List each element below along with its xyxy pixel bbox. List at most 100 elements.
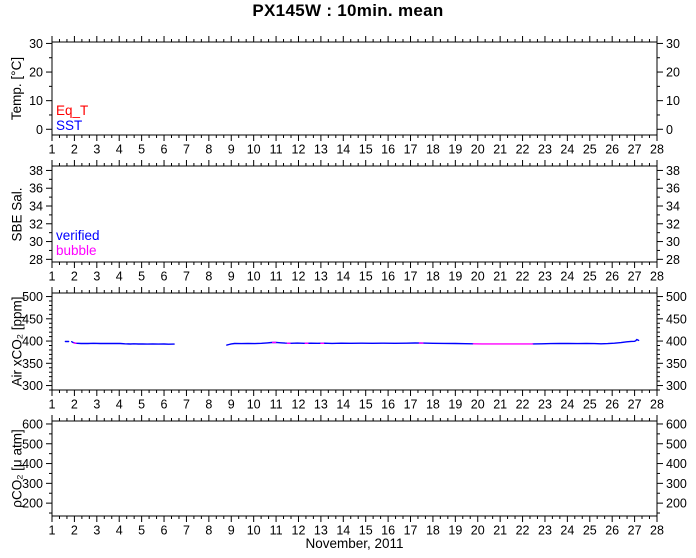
y-tick-label-right: 450 xyxy=(666,312,687,326)
x-tick-label: 9 xyxy=(228,524,235,538)
x-tick-label: 19 xyxy=(448,524,462,538)
legend-entry-eq-t: Eq_T xyxy=(56,103,89,118)
x-tick-label: 4 xyxy=(116,270,123,284)
y-tick-label-left: 350 xyxy=(22,357,43,371)
y-axis-label-air-xco2-text: Air xCO₂ [ppm] xyxy=(9,296,25,387)
x-tick-label: 23 xyxy=(538,270,552,284)
x-tick-label: 21 xyxy=(493,524,507,538)
x-tick-label: 12 xyxy=(292,270,306,284)
x-tick-label: 7 xyxy=(183,270,190,284)
x-tick-label: 9 xyxy=(228,270,235,284)
x-tick-label: 2 xyxy=(71,270,78,284)
x-tick-label: 3 xyxy=(93,524,100,538)
x-tick-label: 26 xyxy=(605,270,619,284)
x-tick-label: 1 xyxy=(49,270,56,284)
x-tick-label: 4 xyxy=(116,143,123,157)
x-tick-label: 10 xyxy=(247,398,261,412)
x-tick-label: 24 xyxy=(560,270,574,284)
legend-entry-sst: SST xyxy=(56,118,83,133)
x-tick-label: 20 xyxy=(471,398,485,412)
x-tick-label: 23 xyxy=(538,524,552,538)
x-tick-label: 18 xyxy=(426,398,440,412)
x-tick-label: 5 xyxy=(138,143,145,157)
y-tick-label-right: 500 xyxy=(666,290,687,304)
x-tick-label: 1 xyxy=(49,398,56,412)
x-tick-label: 21 xyxy=(493,270,507,284)
x-tick-label: 9 xyxy=(228,398,235,412)
x-tick-label: 7 xyxy=(183,524,190,538)
x-tick-label: 12 xyxy=(292,398,306,412)
x-tick-label: 16 xyxy=(381,524,395,538)
x-tick-label: 3 xyxy=(93,143,100,157)
x-tick-label: 19 xyxy=(448,143,462,157)
panel-frame-air-xco2 xyxy=(51,292,658,391)
y-tick-label-right: 400 xyxy=(666,457,687,471)
y-tick-label-right: 34 xyxy=(666,200,680,214)
x-tick-label: 22 xyxy=(516,398,530,412)
x-tick-label: 4 xyxy=(116,398,123,412)
x-tick-label: 15 xyxy=(359,524,373,538)
data-series-verified xyxy=(531,338,640,345)
y-tick-label-right: 30 xyxy=(666,235,680,249)
x-tick-label: 8 xyxy=(205,524,212,538)
x-tick-label: 16 xyxy=(381,398,395,412)
x-tick-label: 28 xyxy=(650,524,664,538)
x-tick-label: 15 xyxy=(359,398,373,412)
legend-entry-verified: verified xyxy=(56,228,100,243)
x-tick-label: 20 xyxy=(471,524,485,538)
y-tick-label-left: 400 xyxy=(22,335,43,349)
y-axis-label-salinity-text: SBE Sal. xyxy=(9,186,25,242)
y-tick-label-left: 300 xyxy=(22,379,43,393)
y-axis-label-air-xco2: Air xCO₂ [ppm] xyxy=(2,293,32,390)
legend-salinity: verified bubble xyxy=(56,228,100,258)
y-tick-label-right: 36 xyxy=(666,182,680,196)
y-tick-label-right: 200 xyxy=(666,497,687,511)
x-tick-label: 11 xyxy=(270,270,283,284)
y-tick-label-left: 10 xyxy=(29,94,43,108)
data-series-verified xyxy=(70,341,175,345)
x-tick-label: 26 xyxy=(605,524,619,538)
y-tick-label-right: 0 xyxy=(666,123,673,137)
x-tick-label: 8 xyxy=(205,270,212,284)
x-tick-label: 13 xyxy=(314,524,328,538)
y-tick-label-left: 200 xyxy=(22,497,43,511)
panel-frame-pco2 xyxy=(51,420,658,517)
x-tick-label: 6 xyxy=(161,398,168,412)
y-tick-label-left: 0 xyxy=(36,123,43,137)
x-tick-label: 28 xyxy=(650,398,664,412)
y-tick-label-right: 10 xyxy=(666,94,680,108)
x-tick-label: 15 xyxy=(359,143,373,157)
x-tick-label: 26 xyxy=(605,398,619,412)
x-tick-label: 2 xyxy=(71,524,78,538)
x-tick-label: 23 xyxy=(538,398,552,412)
x-tick-label: 9 xyxy=(228,143,235,157)
y-tick-label-right: 38 xyxy=(666,164,680,178)
y-tick-label-left: 38 xyxy=(29,164,43,178)
data-series-verified xyxy=(226,341,474,346)
x-tick-label: 21 xyxy=(493,398,507,412)
x-tick-label: 24 xyxy=(560,524,574,538)
x-tick-label: 13 xyxy=(314,270,328,284)
x-tick-label: 5 xyxy=(138,524,145,538)
x-tick-label: 26 xyxy=(605,143,619,157)
x-tick-label: 20 xyxy=(471,270,485,284)
x-tick-label: 18 xyxy=(426,270,440,284)
x-tick-label: 12 xyxy=(292,143,306,157)
panel-frame-temperature xyxy=(51,41,658,136)
x-tick-label: 4 xyxy=(116,524,123,538)
x-tick-label: 20 xyxy=(471,143,485,157)
x-tick-label: 22 xyxy=(516,524,530,538)
x-tick-label: 7 xyxy=(183,143,190,157)
x-tick-label: 6 xyxy=(161,270,168,284)
x-tick-label: 17 xyxy=(404,143,418,157)
x-tick-label: 7 xyxy=(183,398,190,412)
y-axis-label-pco2: ρCO₂ [μ atm] xyxy=(2,421,32,516)
x-tick-label: 13 xyxy=(314,398,328,412)
x-tick-label: 3 xyxy=(93,398,100,412)
x-tick-label: 17 xyxy=(404,270,418,284)
y-tick-label-left: 34 xyxy=(29,200,43,214)
x-tick-label: 14 xyxy=(336,398,350,412)
x-tick-label: 27 xyxy=(628,398,642,412)
x-tick-label: 5 xyxy=(138,398,145,412)
